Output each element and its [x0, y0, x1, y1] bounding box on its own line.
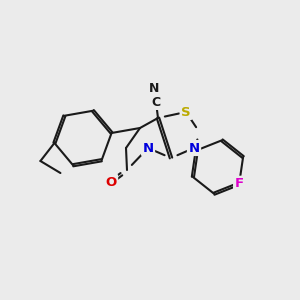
Text: N: N: [149, 82, 159, 94]
Text: F: F: [235, 177, 244, 190]
Text: C: C: [152, 95, 160, 109]
Text: O: O: [105, 176, 117, 188]
Text: N: N: [188, 142, 200, 154]
Text: N: N: [142, 142, 154, 154]
Text: N: N: [142, 142, 154, 154]
Text: S: S: [181, 106, 191, 118]
Text: C: C: [152, 95, 160, 109]
Text: S: S: [181, 106, 191, 118]
Text: N: N: [149, 82, 159, 94]
Text: O: O: [105, 176, 117, 188]
Text: F: F: [235, 177, 244, 190]
Text: N: N: [188, 142, 200, 154]
